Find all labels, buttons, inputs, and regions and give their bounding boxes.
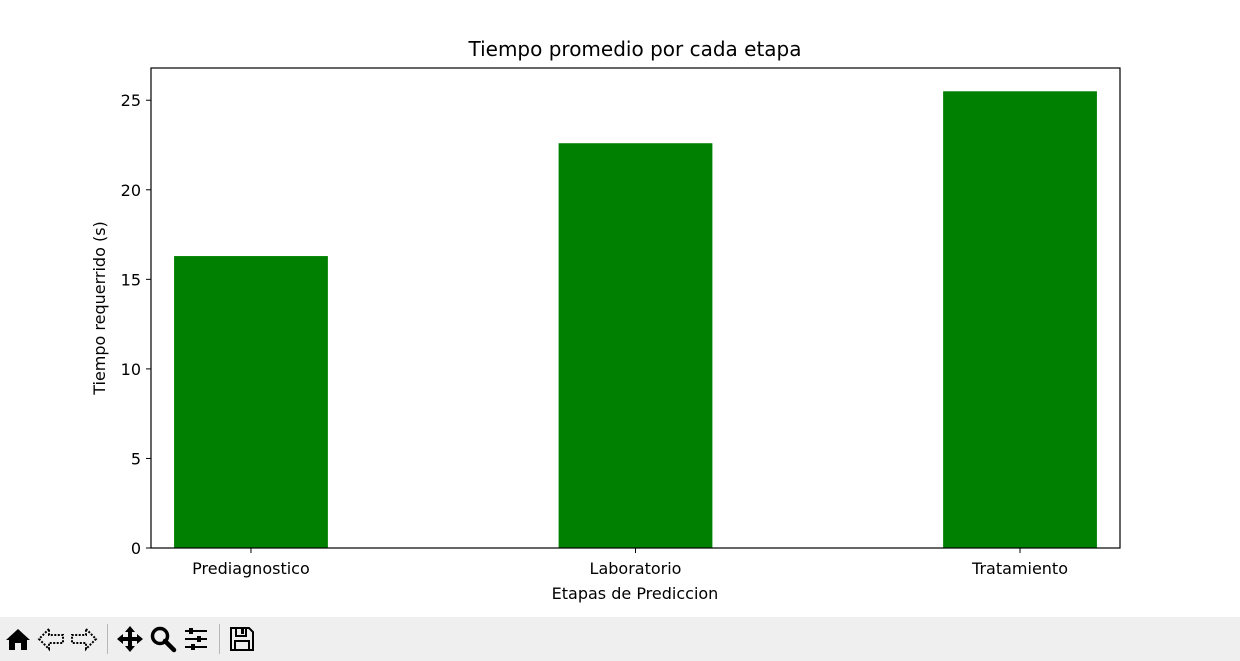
y-tick-label: 10 [121, 360, 141, 379]
chart-title: Tiempo promedio por cada etapa [467, 37, 801, 61]
x-tick-label: Tratamiento [971, 559, 1068, 578]
configure-subplots-button[interactable] [181, 621, 211, 657]
home-icon [6, 629, 30, 650]
bar-prediagnostico [174, 256, 328, 548]
toolbar-separator [107, 624, 108, 654]
home-button[interactable] [3, 621, 33, 657]
zoom-button[interactable] [148, 621, 178, 657]
back-button[interactable] [36, 621, 66, 657]
arrow-right-icon [71, 626, 98, 652]
x-tick-label: Laboratorio [590, 559, 682, 578]
arrow-left-icon [37, 626, 64, 652]
toolbar-separator [219, 624, 220, 654]
pan-button[interactable] [115, 621, 145, 657]
sliders-icon [185, 628, 207, 650]
bar-tratamiento [943, 91, 1097, 549]
floppy-disk-icon [230, 627, 254, 651]
y-tick-label: 5 [131, 449, 141, 468]
y-tick-label: 0 [131, 539, 141, 558]
y-axis-label: Tiempo requerrido (s) [90, 221, 109, 396]
x-tick-label: Prediagnostico [192, 559, 310, 578]
bar-laboratorio [558, 143, 713, 548]
move-icon [117, 626, 143, 652]
bar-chart: Tiempo promedio por cada etapa 0 5 10 15 20 2… [90, 37, 1121, 603]
magnifier-icon [150, 626, 177, 653]
y-tick-label: 15 [121, 270, 141, 289]
navigation-toolbar [0, 617, 1240, 661]
figure-canvas: Tiempo promedio por cada etapa 0 5 10 15 20 2… [90, 37, 1121, 603]
y-tick-label: 20 [121, 181, 141, 200]
x-axis-label: Etapas de Prediccion [552, 584, 719, 603]
y-tick-label: 25 [121, 91, 141, 110]
forward-button[interactable] [69, 621, 99, 657]
save-button[interactable] [227, 621, 257, 657]
